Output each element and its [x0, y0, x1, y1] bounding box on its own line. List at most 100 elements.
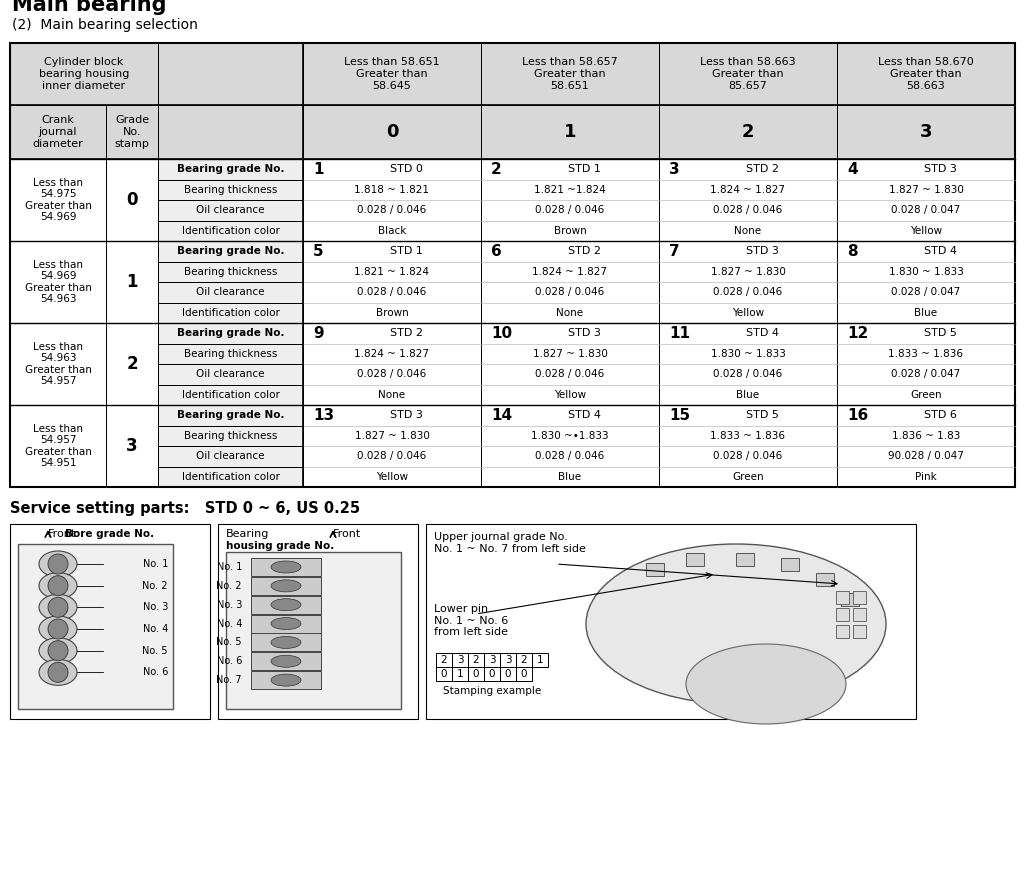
- Text: Less than
54.975
Greater than
54.969: Less than 54.975 Greater than 54.969: [25, 178, 91, 222]
- Text: No. 4: No. 4: [142, 624, 168, 634]
- Text: Less than
54.957
Greater than
54.951: Less than 54.957 Greater than 54.951: [25, 424, 91, 468]
- Bar: [816, 573, 834, 586]
- Text: 5: 5: [313, 244, 324, 259]
- Text: 0: 0: [440, 669, 447, 679]
- Text: 0.028 / 0.046: 0.028 / 0.046: [714, 369, 782, 379]
- Text: Cylinder block
bearing housing
inner diameter: Cylinder block bearing housing inner dia…: [39, 58, 129, 91]
- Text: STD 3: STD 3: [924, 164, 956, 174]
- Bar: [468, 653, 484, 667]
- Ellipse shape: [39, 594, 77, 620]
- Text: STD 6: STD 6: [924, 410, 956, 420]
- Text: STD 2: STD 2: [567, 246, 601, 256]
- Bar: [251, 558, 321, 576]
- Bar: [853, 625, 866, 638]
- Text: 14: 14: [490, 408, 512, 423]
- Bar: [836, 608, 849, 621]
- Text: Identification color: Identification color: [181, 226, 280, 235]
- Text: 10: 10: [490, 326, 512, 340]
- Circle shape: [48, 554, 68, 574]
- Bar: [158, 179, 303, 200]
- Bar: [659, 323, 837, 405]
- Text: 0.028 / 0.047: 0.028 / 0.047: [891, 369, 961, 379]
- Text: Blue: Blue: [736, 389, 760, 400]
- Circle shape: [48, 662, 68, 682]
- Ellipse shape: [586, 544, 886, 704]
- Text: 0: 0: [505, 669, 511, 679]
- Text: Stamping example: Stamping example: [442, 686, 541, 696]
- Text: Bearing grade No.: Bearing grade No.: [177, 410, 285, 420]
- Bar: [10, 43, 158, 105]
- Ellipse shape: [271, 580, 301, 592]
- Text: 0.028 / 0.046: 0.028 / 0.046: [536, 452, 604, 461]
- Text: Main bearing: Main bearing: [12, 0, 167, 15]
- Bar: [158, 446, 303, 466]
- Bar: [158, 105, 303, 159]
- Text: 1.827 ~ 1.830: 1.827 ~ 1.830: [354, 430, 429, 441]
- Bar: [158, 159, 303, 179]
- Bar: [500, 667, 516, 681]
- Text: 0.028 / 0.047: 0.028 / 0.047: [891, 206, 961, 215]
- Text: STD 2: STD 2: [390, 328, 423, 339]
- Text: Black: Black: [378, 226, 407, 235]
- Text: 3: 3: [669, 162, 680, 177]
- Text: 1: 1: [126, 273, 138, 291]
- Text: Oil clearance: Oil clearance: [197, 287, 265, 298]
- Text: Service setting parts:   STD 0 ~ 6, US 0.25: Service setting parts: STD 0 ~ 6, US 0.2…: [10, 501, 360, 516]
- Text: 0.028 / 0.046: 0.028 / 0.046: [536, 369, 604, 379]
- Text: STD 4: STD 4: [745, 328, 778, 339]
- Text: 1.827 ~ 1.830: 1.827 ~ 1.830: [532, 349, 607, 359]
- Bar: [736, 553, 754, 566]
- Text: STD 3: STD 3: [745, 246, 778, 256]
- Text: 1.824 ~ 1.827: 1.824 ~ 1.827: [354, 349, 429, 359]
- Ellipse shape: [686, 644, 846, 724]
- Text: 2: 2: [741, 123, 755, 141]
- Text: STD 1: STD 1: [567, 164, 601, 174]
- Bar: [481, 405, 659, 487]
- Text: Less than
54.969
Greater than
54.963: Less than 54.969 Greater than 54.963: [25, 260, 91, 304]
- Bar: [452, 653, 468, 667]
- Text: 0: 0: [386, 123, 398, 141]
- Bar: [251, 596, 321, 613]
- Bar: [484, 667, 500, 681]
- Text: 0.028 / 0.046: 0.028 / 0.046: [536, 287, 604, 298]
- Bar: [436, 653, 452, 667]
- Bar: [781, 558, 799, 571]
- Bar: [158, 282, 303, 303]
- Text: 1.830 ~ 1.833: 1.830 ~ 1.833: [711, 349, 785, 359]
- Text: Grade
No.
stamp: Grade No. stamp: [115, 116, 150, 149]
- Text: Bearing thickness: Bearing thickness: [184, 185, 278, 195]
- Bar: [837, 105, 1015, 159]
- Bar: [10, 43, 1015, 487]
- Text: Less than
54.963
Greater than
54.957: Less than 54.963 Greater than 54.957: [25, 341, 91, 387]
- Text: STD 2: STD 2: [745, 164, 778, 174]
- Text: 0.028 / 0.046: 0.028 / 0.046: [714, 287, 782, 298]
- Ellipse shape: [39, 616, 77, 642]
- Bar: [10, 405, 106, 487]
- Bar: [158, 384, 303, 405]
- Text: 3: 3: [126, 437, 138, 455]
- Bar: [106, 159, 158, 241]
- Bar: [10, 241, 106, 323]
- Text: 1.836 ~ 1.83: 1.836 ~ 1.83: [892, 430, 961, 441]
- Text: 1.824 ~ 1.827: 1.824 ~ 1.827: [711, 185, 785, 195]
- Text: 2: 2: [520, 655, 527, 665]
- Text: Green: Green: [910, 389, 942, 400]
- Bar: [686, 553, 705, 566]
- Text: Yellow: Yellow: [732, 308, 764, 318]
- Bar: [251, 577, 321, 595]
- Ellipse shape: [271, 674, 301, 686]
- Text: 1: 1: [564, 123, 577, 141]
- Bar: [481, 241, 659, 323]
- Text: No. 6: No. 6: [217, 656, 242, 666]
- Text: 0.028 / 0.046: 0.028 / 0.046: [357, 206, 427, 215]
- Text: 3: 3: [505, 655, 511, 665]
- Text: 2: 2: [126, 355, 138, 373]
- Bar: [837, 43, 1015, 105]
- Text: Bearing thickness: Bearing thickness: [184, 267, 278, 276]
- Text: Identification color: Identification color: [181, 389, 280, 400]
- Text: STD 3: STD 3: [390, 410, 423, 420]
- Text: 3: 3: [457, 655, 463, 665]
- Text: Bearing thickness: Bearing thickness: [184, 349, 278, 359]
- Text: 0.028 / 0.046: 0.028 / 0.046: [714, 452, 782, 461]
- Bar: [659, 241, 837, 323]
